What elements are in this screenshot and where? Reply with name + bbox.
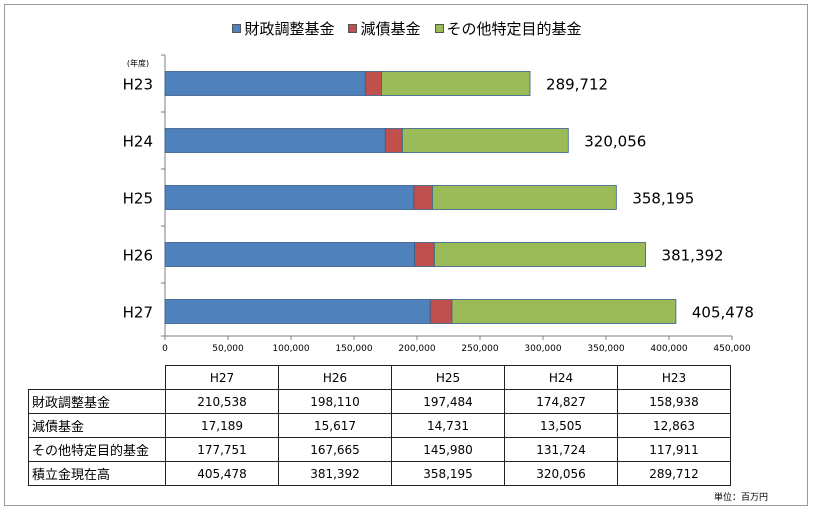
total-label: 358,195 xyxy=(632,190,694,208)
bar-segment xyxy=(451,299,677,324)
table-cell: 12,863 xyxy=(617,413,731,438)
bar-chart: 0 50,000 100,000 150,000 200,000 250,000 300,0… xyxy=(123,54,754,354)
table-cell: 210,538 xyxy=(165,389,279,414)
legend: 財政調整基金 減債基金 その他特定目的基金 xyxy=(0,18,814,38)
table-row: 減債基金 17,189 15,617 14,731 13,505 12,863 xyxy=(28,413,731,438)
bar-segment xyxy=(164,299,431,324)
bar-segment xyxy=(431,185,617,210)
category-label: H27 xyxy=(123,304,153,322)
total-label: 405,478 xyxy=(692,304,754,322)
table-column-header: H26 xyxy=(278,365,392,390)
table-cell: 289,712 xyxy=(617,461,731,486)
legend-label: 財政調整基金 xyxy=(244,19,335,38)
table-cell: 13,505 xyxy=(504,413,618,438)
total-label: 320,056 xyxy=(584,133,646,151)
table-cell: 131,724 xyxy=(504,437,618,462)
table-header-row: H27 H26 H25 H24 H23 xyxy=(28,365,731,390)
table-cell: 15,617 xyxy=(278,413,392,438)
table-cell: 177,751 xyxy=(165,437,279,462)
category-label: H25 xyxy=(123,190,153,208)
bar-segment xyxy=(429,299,453,324)
x-tick-label: 400,000 xyxy=(650,344,687,354)
total-label: 289,712 xyxy=(546,76,608,94)
table-cell: 145,980 xyxy=(391,437,505,462)
data-table: H27 H26 H25 H24 H23 財政調整基金 210,538 198,1… xyxy=(28,365,731,486)
bar-segment xyxy=(164,128,386,153)
total-label: 381,392 xyxy=(662,247,724,265)
legend-item: 財政調整基金 xyxy=(232,18,334,39)
table-column-header: H23 xyxy=(617,365,731,390)
x-tick-label: 300,000 xyxy=(524,344,561,354)
table-row-label: 積立金現在高 xyxy=(28,461,166,486)
legend-swatch xyxy=(232,23,242,33)
bar-segment xyxy=(414,242,435,267)
table-row: 積立金現在高 405,478 381,392 358,195 320,056 2… xyxy=(28,461,731,486)
legend-label: その他特定目的基金 xyxy=(446,19,582,38)
x-tick-label: 350,000 xyxy=(587,344,624,354)
table-cell: 17,189 xyxy=(165,413,279,438)
x-tick-label: 100,000 xyxy=(272,344,309,354)
table-cell: 158,938 xyxy=(617,389,731,414)
legend-label: 減債基金 xyxy=(360,19,421,38)
year-label: (年度) xyxy=(127,58,149,68)
bar-segment xyxy=(384,128,403,153)
bar-segment xyxy=(381,71,531,96)
category-label: H23 xyxy=(123,76,153,94)
table-row: その他特定目的基金 177,751 167,665 145,980 131,72… xyxy=(28,437,731,462)
table-row: 財政調整基金 210,538 198,110 197,484 174,827 1… xyxy=(28,389,731,414)
table-cell: 197,484 xyxy=(391,389,505,414)
table-column-header: H24 xyxy=(504,365,618,390)
table-cell: 117,911 xyxy=(617,437,731,462)
table-row-label: その他特定目的基金 xyxy=(28,437,166,462)
x-tick-label: 200,000 xyxy=(398,344,435,354)
x-tick-label: 150,000 xyxy=(335,344,372,354)
table-cell: 174,827 xyxy=(504,389,618,414)
bar-segment xyxy=(364,71,382,96)
table-cell: 198,110 xyxy=(278,389,392,414)
category-label: H26 xyxy=(123,247,153,265)
x-tick-label: 0 xyxy=(162,344,168,354)
table-corner xyxy=(28,365,166,390)
table-row-label: 減債基金 xyxy=(28,413,166,438)
table-column-header: H27 xyxy=(165,365,279,390)
bar-segment xyxy=(164,71,366,96)
bar-segment xyxy=(164,242,416,267)
table-cell: 405,478 xyxy=(165,461,279,486)
unit-note: 単位：百万円 xyxy=(713,493,768,503)
x-tick-label: 450,000 xyxy=(713,344,750,354)
table-cell: 320,056 xyxy=(504,461,618,486)
x-tick-label: 50,000 xyxy=(212,344,244,354)
table-cell: 14,731 xyxy=(391,413,505,438)
legend-swatch xyxy=(434,23,444,33)
bar-segment xyxy=(164,185,415,210)
table-row-label: 財政調整基金 xyxy=(28,389,166,414)
bar-segment xyxy=(401,128,569,153)
table-cell: 167,665 xyxy=(278,437,392,462)
table-cell: 358,195 xyxy=(391,461,505,486)
x-tick-label: 250,000 xyxy=(461,344,498,354)
table-column-header: H25 xyxy=(391,365,505,390)
bar-segment xyxy=(433,242,646,267)
legend-swatch xyxy=(348,23,358,33)
table-cell: 381,392 xyxy=(278,461,392,486)
legend-item: その他特定目的基金 xyxy=(434,18,582,39)
legend-item: 減債基金 xyxy=(348,18,421,39)
bar-segment xyxy=(413,185,433,210)
category-label: H24 xyxy=(123,133,153,151)
